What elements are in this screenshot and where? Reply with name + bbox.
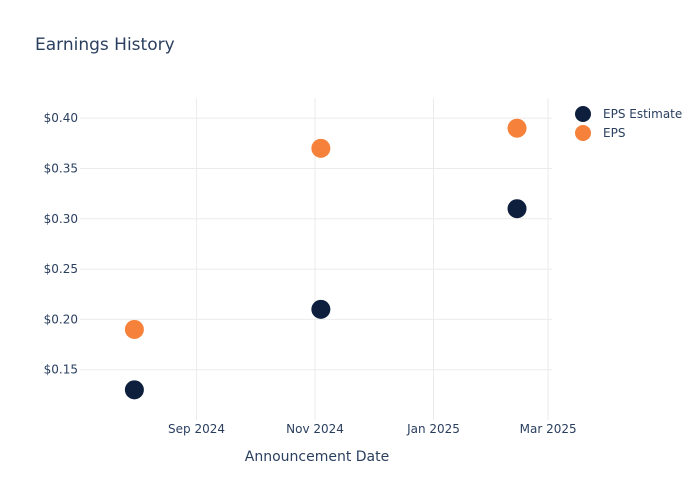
series-eps bbox=[124, 118, 527, 339]
y-tick-label: $0.35 bbox=[44, 161, 78, 175]
legend-label: EPS Estimate bbox=[603, 107, 682, 121]
data-point[interactable] bbox=[507, 118, 527, 138]
x-tick-label: Mar 2025 bbox=[520, 422, 577, 436]
data-point[interactable] bbox=[311, 138, 331, 158]
x-tick-label: Nov 2024 bbox=[286, 422, 344, 436]
grid bbox=[80, 98, 552, 420]
legend-item[interactable]: EPS bbox=[575, 125, 625, 141]
y-tick-label: $0.40 bbox=[44, 111, 78, 125]
y-tick-label: $0.30 bbox=[44, 212, 78, 226]
legend-marker bbox=[575, 125, 591, 141]
legend[interactable]: EPS Estimate EPS bbox=[575, 106, 682, 141]
series-eps-estimate bbox=[124, 199, 527, 400]
x-tick-label: Sep 2024 bbox=[168, 422, 225, 436]
y-tick-label: $0.20 bbox=[44, 312, 78, 326]
data-point[interactable] bbox=[124, 380, 144, 400]
data-point[interactable] bbox=[311, 299, 331, 319]
x-tick-label: Jan 2025 bbox=[406, 422, 460, 436]
y-tick-label: $0.15 bbox=[44, 363, 78, 377]
y-axis: $0.15 $0.20 $0.25 $0.30 $0.35 $0.40 bbox=[44, 111, 78, 377]
legend-item[interactable]: EPS Estimate bbox=[575, 106, 682, 122]
legend-marker bbox=[575, 106, 591, 122]
chart-title: Earnings History bbox=[35, 35, 175, 55]
legend-label: EPS bbox=[603, 126, 625, 140]
x-axis-title: Announcement Date bbox=[245, 449, 389, 465]
data-point[interactable] bbox=[124, 319, 144, 339]
y-tick-label: $0.25 bbox=[44, 262, 78, 276]
data-points bbox=[124, 118, 527, 400]
x-axis: Sep 2024 Nov 2024 Jan 2025 Mar 2025 bbox=[168, 422, 577, 436]
data-point[interactable] bbox=[507, 199, 527, 219]
